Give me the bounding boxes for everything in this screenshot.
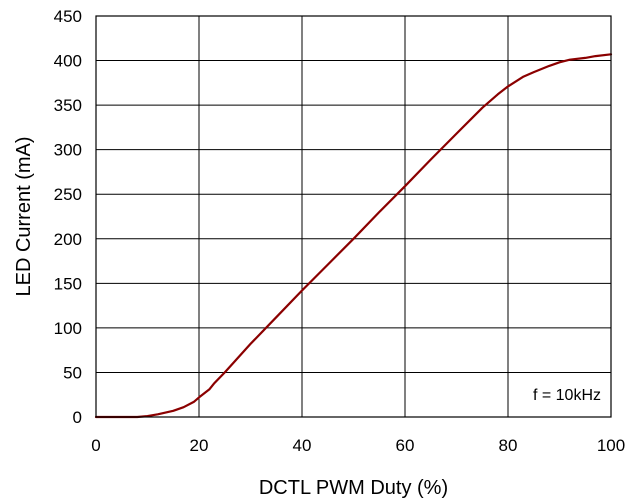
x-tick-label: 0 — [91, 436, 100, 455]
x-tick-label: 60 — [396, 436, 415, 455]
frequency-annotation: f = 10kHz — [533, 387, 601, 404]
y-tick-label: 350 — [54, 96, 82, 115]
x-tick-label: 20 — [190, 436, 209, 455]
grid-lines — [96, 16, 611, 417]
y-tick-label: 450 — [54, 7, 82, 26]
y-tick-label: 200 — [54, 230, 82, 249]
y-tick-label: 300 — [54, 141, 82, 160]
plot-frame — [95, 15, 612, 418]
y-tick-label: 50 — [63, 363, 82, 382]
plot-background — [96, 16, 611, 417]
y-tick-label: 150 — [54, 274, 82, 293]
y-axis-ticks: 0 50 100 150 200 250 300 350 400 450 — [54, 7, 82, 427]
x-axis-ticks: 0 20 40 60 80 100 — [91, 436, 625, 455]
y-tick-label: 400 — [54, 52, 82, 71]
x-tick-label: 80 — [499, 436, 518, 455]
y-tick-label: 250 — [54, 185, 82, 204]
series-layer — [94, 53, 613, 419]
x-axis-title: DCTL PWM Duty (%) — [259, 477, 448, 499]
series-line — [94, 53, 613, 419]
y-tick-label: 100 — [54, 319, 82, 338]
y-tick-label: 0 — [73, 408, 82, 427]
x-tick-label: 40 — [293, 436, 312, 455]
x-tick-label: 100 — [597, 436, 625, 455]
y-axis-title: LED Current (mA) — [13, 136, 35, 296]
